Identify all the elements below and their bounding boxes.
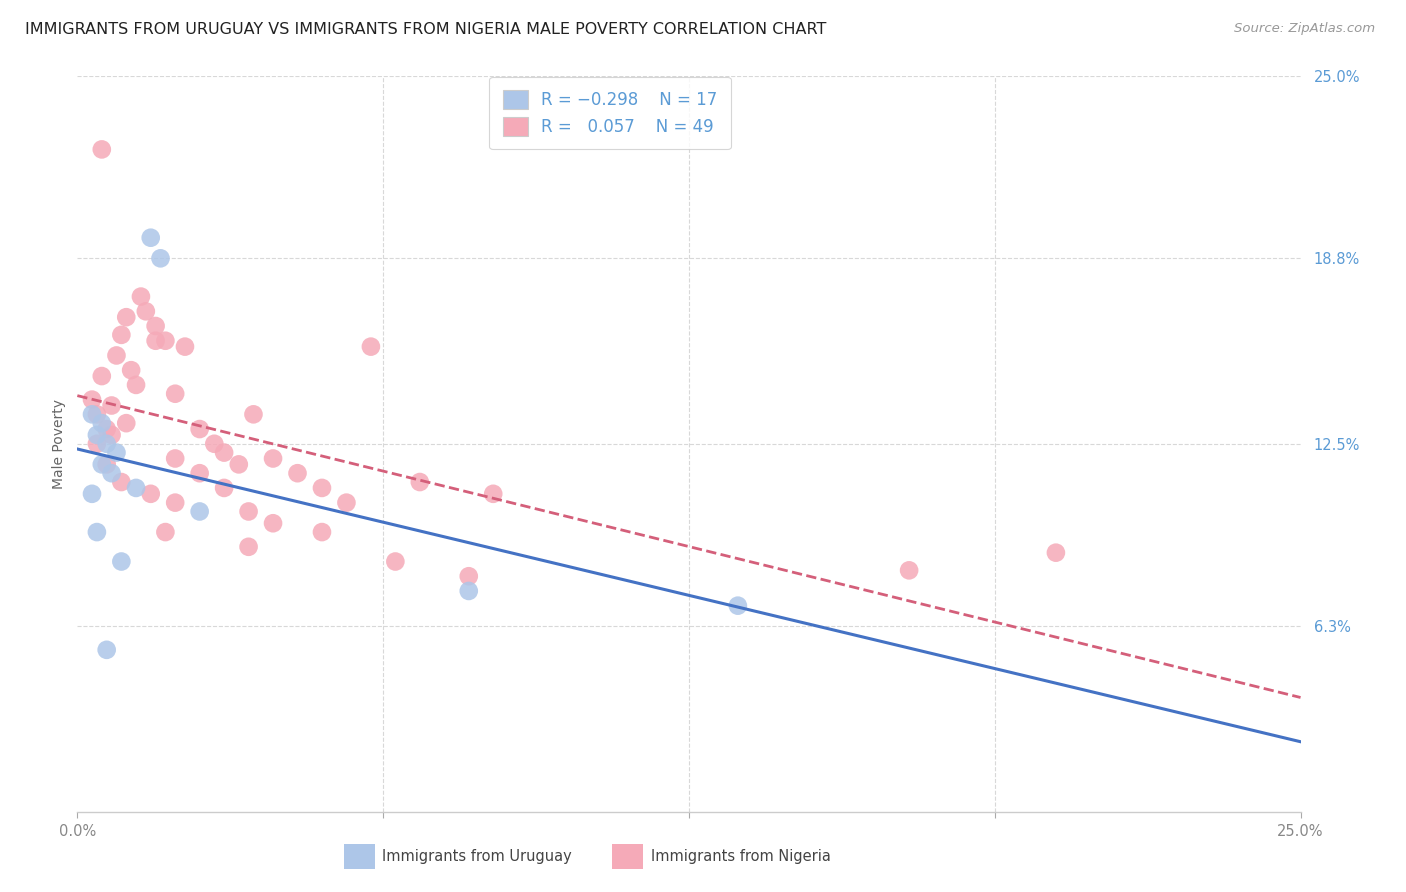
Point (188, 504, 211, 518)
Point (80, 487, 103, 501)
Point (96, 642, 118, 657)
Text: IMMIGRANTS FROM URUGUAY VS IMMIGRANTS FROM NIGERIA MALE POVERTY CORRELATION CHAR: IMMIGRANTS FROM URUGUAY VS IMMIGRANTS FR… (25, 22, 827, 37)
Point (115, 416, 138, 430)
Point (105, 348, 128, 362)
Point (384, 554, 406, 569)
Point (311, 524, 333, 539)
Point (202, 436, 225, 450)
Point (139, 487, 162, 501)
Point (105, 445, 128, 459)
Point (238, 504, 260, 518)
Point (1045, 546, 1067, 560)
Point (100, 466, 122, 480)
Point (155, 334, 177, 348)
Point (155, 524, 177, 539)
Point (110, 554, 132, 569)
Point (100, 399, 122, 413)
Point (212, 481, 235, 495)
Point (120, 363, 142, 377)
Point (149, 252, 172, 266)
Point (90, 369, 112, 384)
Point (188, 466, 211, 480)
Point (212, 445, 235, 459)
Point (110, 327, 132, 342)
Point (125, 378, 148, 392)
Legend: R = −0.298    N = 17, R =   0.057    N = 49: R = −0.298 N = 17, R = 0.057 N = 49 (489, 77, 731, 150)
Point (457, 569, 479, 583)
Point (96, 422, 118, 436)
Point (90, 416, 112, 430)
Point (145, 334, 167, 348)
Point (86, 436, 108, 450)
Point (262, 451, 284, 466)
Point (86, 524, 108, 539)
Point (139, 230, 162, 244)
Point (228, 458, 250, 472)
Point (360, 340, 382, 354)
Point (90, 142, 112, 157)
Point (96, 458, 118, 472)
Point (135, 304, 157, 318)
Point (115, 310, 138, 325)
Point (238, 540, 260, 554)
Text: Immigrants from Nigeria: Immigrants from Nigeria (651, 849, 831, 863)
Point (335, 496, 357, 510)
Point (287, 466, 309, 480)
Point (80, 407, 103, 422)
Point (129, 289, 152, 303)
Point (242, 407, 264, 422)
Point (482, 487, 505, 501)
Point (311, 481, 333, 495)
Point (165, 386, 187, 401)
Text: Source: ZipAtlas.com: Source: ZipAtlas.com (1234, 22, 1375, 36)
Point (80, 392, 103, 407)
Point (188, 422, 211, 436)
Point (110, 475, 132, 489)
Point (898, 563, 921, 577)
Y-axis label: Male Poverty: Male Poverty (52, 399, 66, 489)
Point (100, 428, 122, 442)
Point (262, 516, 284, 531)
Point (174, 340, 197, 354)
Point (409, 475, 432, 489)
Point (145, 318, 167, 333)
Point (165, 451, 187, 466)
Point (165, 496, 187, 510)
Text: Immigrants from Uruguay: Immigrants from Uruguay (382, 849, 572, 863)
Point (125, 481, 148, 495)
Point (86, 428, 108, 442)
Point (86, 407, 108, 422)
Point (90, 458, 112, 472)
Point (96, 436, 118, 450)
Point (727, 599, 749, 613)
Point (457, 583, 479, 598)
